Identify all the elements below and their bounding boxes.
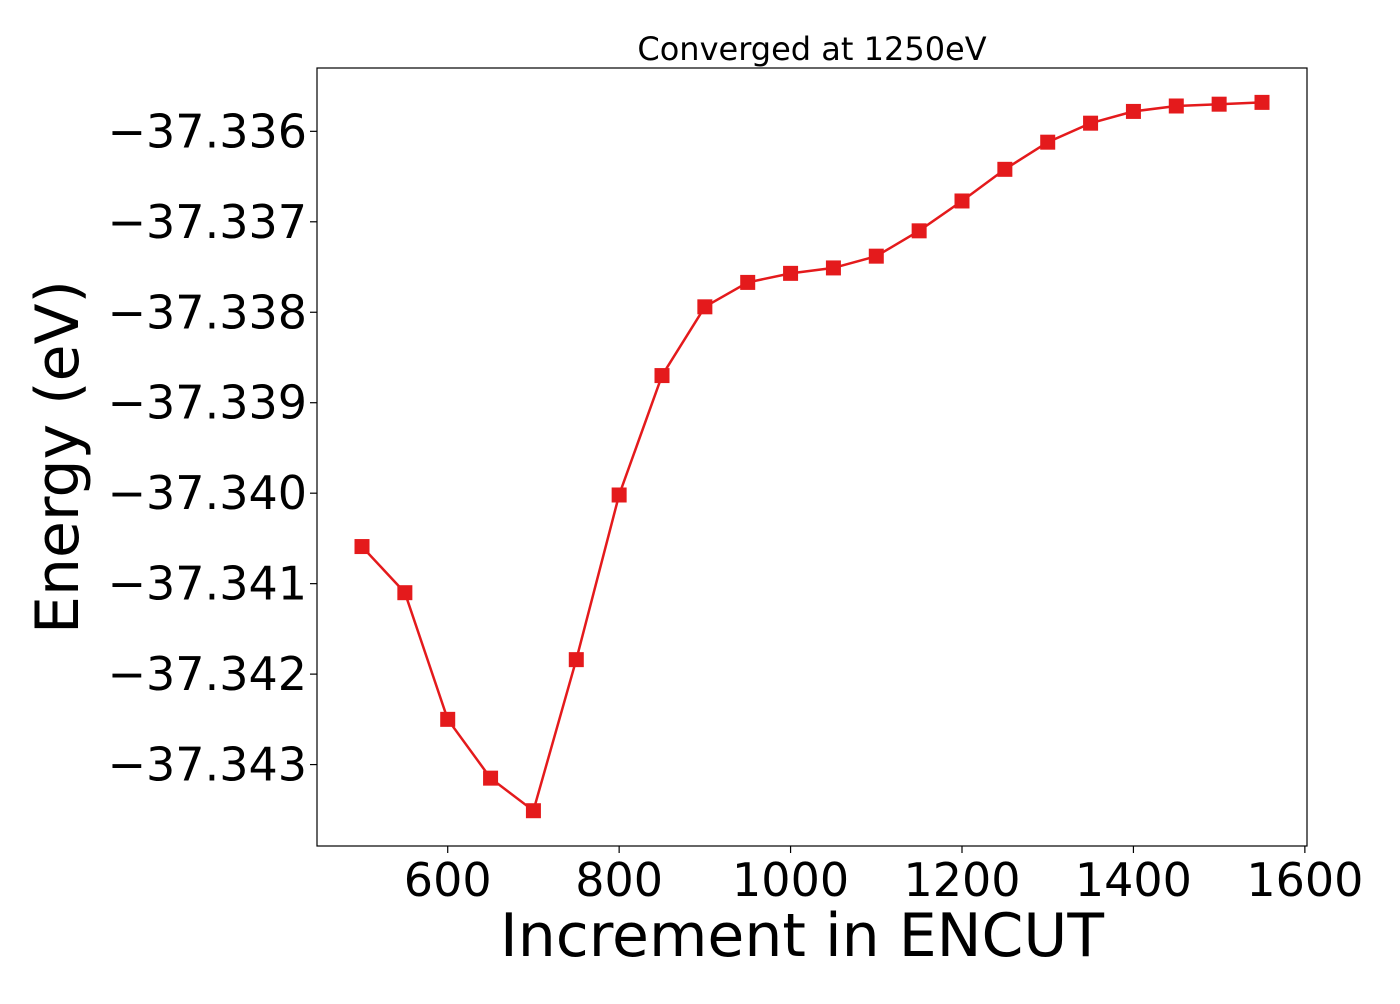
data-point-square [740, 274, 756, 290]
y-tick-label: −37.337 [108, 195, 308, 249]
data-point-square [868, 248, 884, 264]
data-point-square [1040, 134, 1056, 150]
x-tick-label: 1200 [903, 853, 1020, 907]
x-tick-label: 800 [575, 853, 663, 907]
data-point-square [783, 265, 799, 281]
x-tick-label: 1000 [732, 853, 849, 907]
data-point-square [1083, 115, 1099, 131]
data-point-square [1125, 103, 1141, 119]
data-point-square [1254, 94, 1270, 110]
data-point-square [611, 487, 627, 503]
y-tick-label: −37.338 [108, 285, 308, 339]
series-line [361, 101, 1263, 813]
y-tick-label: −37.339 [108, 376, 308, 430]
data-point-square [483, 770, 499, 786]
data-point-square [397, 585, 413, 601]
plot-frame [316, 67, 1308, 847]
y-tick-label: −37.340 [108, 466, 308, 520]
x-axis-ticks: 600 800 1000 1200 1400 1600 [404, 846, 1363, 907]
plot-area [316, 67, 1308, 847]
data-point-square [997, 161, 1013, 177]
data-point-square [568, 652, 584, 668]
data-point-square [825, 260, 841, 276]
data-point-square [911, 223, 927, 239]
data-point-square [697, 299, 713, 315]
data-point-square [1211, 96, 1227, 112]
y-axis-label: Energy (eV) [23, 280, 93, 634]
x-tick-label: 1600 [1246, 853, 1363, 907]
x-tick-label: 600 [404, 853, 492, 907]
x-axis-label: Increment in ENCUT [500, 901, 1104, 971]
y-tick-label: −37.336 [108, 104, 308, 158]
y-tick-label: −37.342 [108, 647, 308, 701]
x-tick-label: 1400 [1075, 853, 1192, 907]
data-point-square [354, 539, 370, 555]
data-point-square [954, 193, 970, 209]
data-point-square [525, 803, 541, 819]
series-layer [354, 94, 1270, 819]
y-tick-label: −37.341 [108, 557, 308, 611]
chart-title: Converged at 1250eV [637, 30, 986, 68]
y-axis-ticks: −37.343 −37.342 −37.341 −37.340 −37.339 −37.3… [108, 104, 317, 792]
data-point-square [1168, 98, 1184, 114]
y-tick-label: −37.343 [108, 738, 308, 792]
data-point-square [440, 711, 456, 727]
data-point-square [654, 368, 670, 384]
